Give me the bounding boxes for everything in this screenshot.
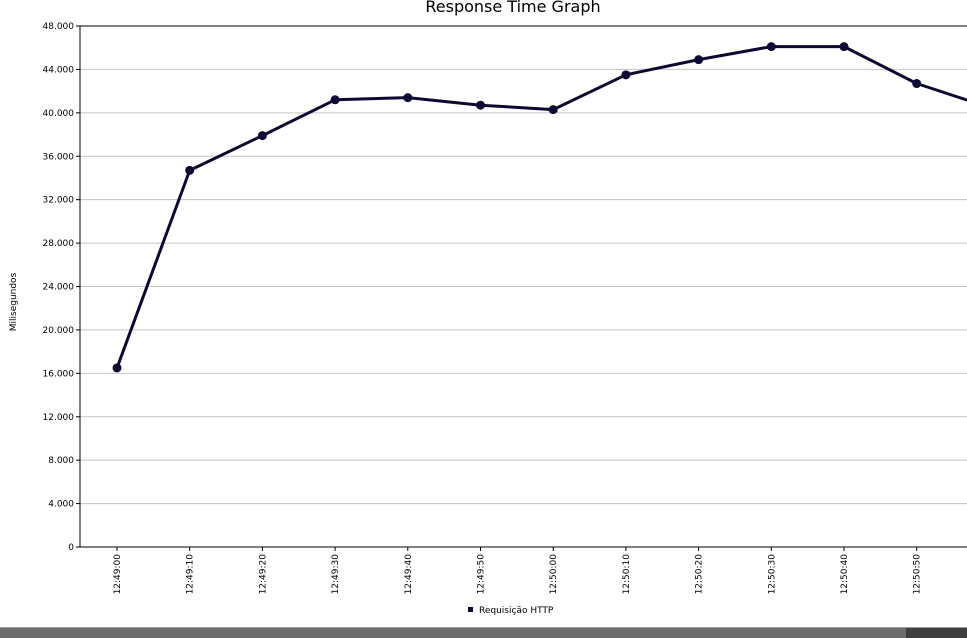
legend-label: Requisição HTTP	[479, 606, 554, 616]
scrollbar-thumb[interactable]	[906, 628, 967, 638]
y-tick-label: 20.000	[43, 326, 75, 336]
x-tick-label: 12:49:50	[477, 554, 487, 595]
x-axis-ticks: 12:49:00 12:49:10 12:49:20 12:49:30 12:49:40…	[113, 547, 923, 594]
legend-swatch	[468, 607, 473, 612]
data-point	[185, 165, 195, 175]
x-tick-label: 12:50:30	[767, 554, 777, 595]
data-point	[621, 70, 631, 80]
series-line	[115, 45, 967, 369]
y-tick-label: 12.000	[43, 413, 75, 423]
x-tick-label: 12:50:40	[840, 554, 850, 595]
data-point	[839, 42, 849, 52]
data-point	[403, 93, 413, 103]
y-axis-label: Milisegundos	[9, 272, 19, 331]
y-tick-label: 32.000	[43, 196, 75, 206]
y-tick-label: 4.000	[48, 500, 74, 510]
y-tick-label: 48.000	[43, 22, 75, 32]
data-point	[112, 363, 122, 373]
legend: Requisição HTTP	[468, 606, 554, 616]
axes	[79, 25, 967, 548]
data-point	[257, 131, 267, 141]
y-tick-label: 44.000	[43, 65, 75, 75]
y-axis-ticks: 0 4.000 8.000 12.000 16.000 20.000 24.000 28.00…	[43, 22, 80, 553]
x-tick-label: 12:49:30	[331, 554, 341, 595]
y-tick-label: 16.000	[43, 369, 75, 379]
y-tick-label: 40.000	[43, 109, 75, 119]
grid-lines	[80, 25, 967, 505]
horizontal-scrollbar[interactable]	[0, 627, 967, 638]
x-tick-label: 12:50:00	[549, 554, 559, 595]
y-tick-label: 8.000	[48, 456, 74, 466]
data-point	[766, 42, 776, 52]
y-tick-label: 24.000	[43, 283, 75, 293]
data-point	[476, 100, 485, 110]
data-point	[694, 55, 704, 65]
y-tick-label: 0	[68, 543, 74, 553]
x-tick-label: 12:49:10	[186, 554, 196, 595]
chart-title: Response Time Graph	[425, 0, 600, 16]
x-tick-label: 12:49:20	[258, 554, 268, 595]
data-point	[912, 79, 922, 89]
x-tick-label: 12:49:00	[113, 554, 123, 595]
y-tick-label: 36.000	[43, 152, 75, 162]
y-tick-label: 28.000	[43, 239, 75, 249]
data-point	[330, 95, 340, 105]
x-tick-label: 12:50:50	[913, 554, 923, 595]
series-layer	[112, 42, 967, 373]
x-tick-label: 12:49:40	[404, 554, 414, 595]
x-tick-label: 12:50:10	[622, 554, 632, 595]
x-tick-label: 12:50:20	[695, 554, 705, 595]
data-point	[548, 105, 558, 115]
